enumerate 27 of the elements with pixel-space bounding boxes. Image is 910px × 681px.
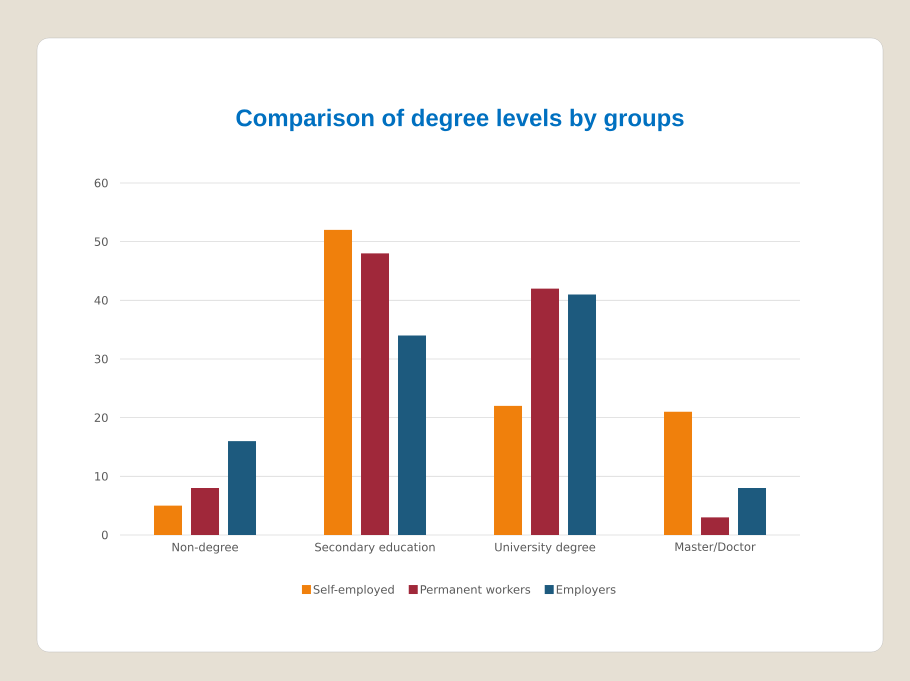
legend-label: Permanent workers — [420, 584, 530, 594]
bar — [738, 488, 766, 535]
y-tick-label: 30 — [94, 354, 108, 364]
bar — [531, 288, 560, 535]
y-tick-label: 20 — [94, 413, 108, 422]
bar — [191, 488, 220, 535]
bar — [701, 517, 730, 535]
y-tick-label: 0 — [102, 530, 108, 540]
y-tick-label: 50 — [94, 237, 108, 246]
y-tick-label: 40 — [94, 296, 108, 305]
bar — [228, 441, 256, 535]
bar — [664, 412, 692, 535]
bar — [361, 253, 390, 535]
legend-label: Self-employed — [314, 584, 394, 596]
x-tick-label: Non-degree — [172, 542, 238, 554]
y-tick-label: 60 — [94, 178, 108, 188]
legend-label: Employers — [556, 584, 616, 596]
chart-title: Comparison of degree levels by groups — [236, 108, 684, 132]
bar — [494, 406, 522, 535]
x-tick-label: Master/Doctor — [675, 542, 756, 552]
bar — [154, 506, 182, 535]
x-tick-label: University degree — [495, 542, 596, 554]
x-tick-label: Secondary education — [315, 542, 435, 554]
bar — [398, 336, 426, 535]
bar — [324, 230, 352, 535]
bar — [568, 294, 596, 535]
y-tick-label: 10 — [95, 472, 108, 481]
